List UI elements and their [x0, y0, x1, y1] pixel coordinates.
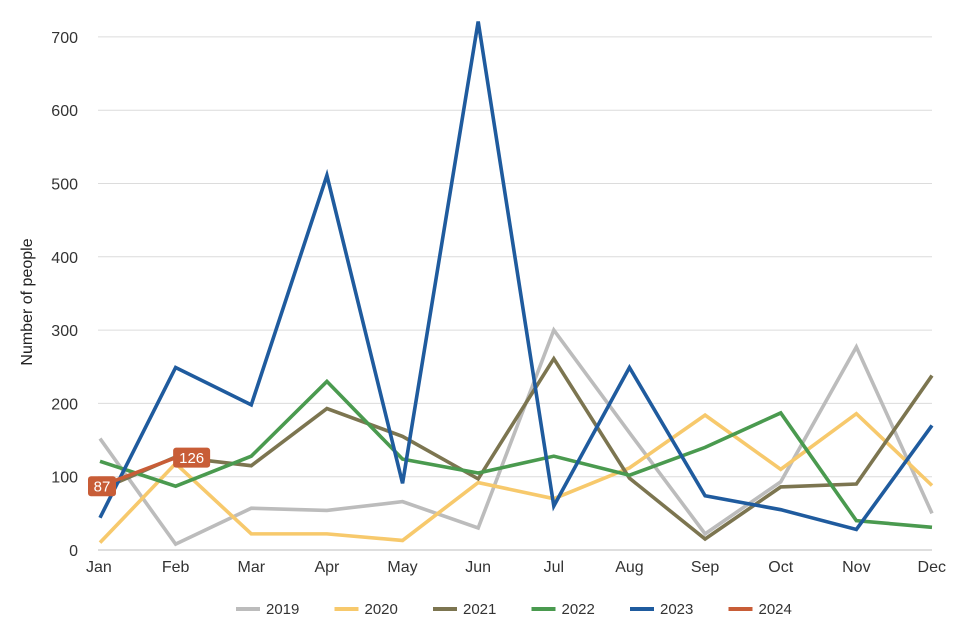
x-tick-label: Mar [237, 559, 265, 576]
legend-label: 2021 [463, 601, 496, 618]
series-line-2023 [98, 21, 934, 532]
data-labels: 87 126 [88, 447, 211, 497]
legend-label: 2020 [365, 601, 398, 618]
legend-item-2024: 2024 [728, 601, 792, 618]
legend-item-2019: 2019 [236, 601, 299, 618]
x-tick-label: Aug [615, 559, 643, 576]
legend: 2019 2020 2021 2022 2023 2024 [236, 601, 792, 618]
x-tick-label: Sep [691, 559, 720, 576]
x-tick-label: Jul [544, 559, 564, 576]
y-tick-label: 100 [51, 470, 78, 487]
gridlines [98, 36, 932, 551]
y-tick-label: 400 [51, 250, 78, 267]
y-tick-label: 700 [51, 30, 78, 47]
x-tick-label: Dec [918, 559, 946, 576]
y-axis-title: Number of people [19, 238, 36, 365]
series-line-2021 [99, 355, 934, 542]
data-label-2024: 126 [173, 447, 211, 468]
y-tick-label: 500 [51, 177, 78, 194]
series-line-2022 [99, 378, 933, 530]
y-axis-ticks: 0 100 200 300 400 500 600 700 [51, 30, 78, 560]
data-label-2024: 87 [88, 476, 116, 497]
y-tick-label: 200 [51, 396, 78, 413]
y-tick-label: 0 [69, 543, 78, 560]
series-line-2020 [98, 411, 934, 544]
legend-item-2020: 2020 [334, 601, 398, 618]
legend-label: 2024 [759, 601, 792, 618]
x-tick-label: Apr [314, 559, 340, 576]
legend-item-2023: 2023 [630, 601, 693, 618]
svg-text:126: 126 [179, 450, 204, 467]
series-line-2019 [98, 326, 934, 547]
series-lines [98, 21, 934, 547]
legend-label: 2019 [266, 601, 299, 618]
x-tick-label: Jun [465, 559, 491, 576]
x-tick-label: Jan [86, 559, 112, 576]
legend-label: 2022 [562, 601, 595, 618]
legend-item-2021: 2021 [433, 601, 496, 618]
x-axis-ticks: Jan Feb Mar Apr May Jun Jul Aug Sep Oct Nov Dec [86, 559, 946, 576]
x-tick-label: Feb [162, 559, 190, 576]
x-tick-label: May [387, 559, 417, 576]
y-tick-label: 600 [51, 103, 78, 120]
x-tick-label: Oct [768, 559, 793, 576]
y-tick-label: 300 [51, 323, 78, 340]
svg-text:87: 87 [94, 479, 111, 496]
legend-item-2022: 2022 [531, 601, 595, 618]
legend-label: 2023 [660, 601, 693, 618]
x-tick-label: Nov [842, 559, 870, 576]
